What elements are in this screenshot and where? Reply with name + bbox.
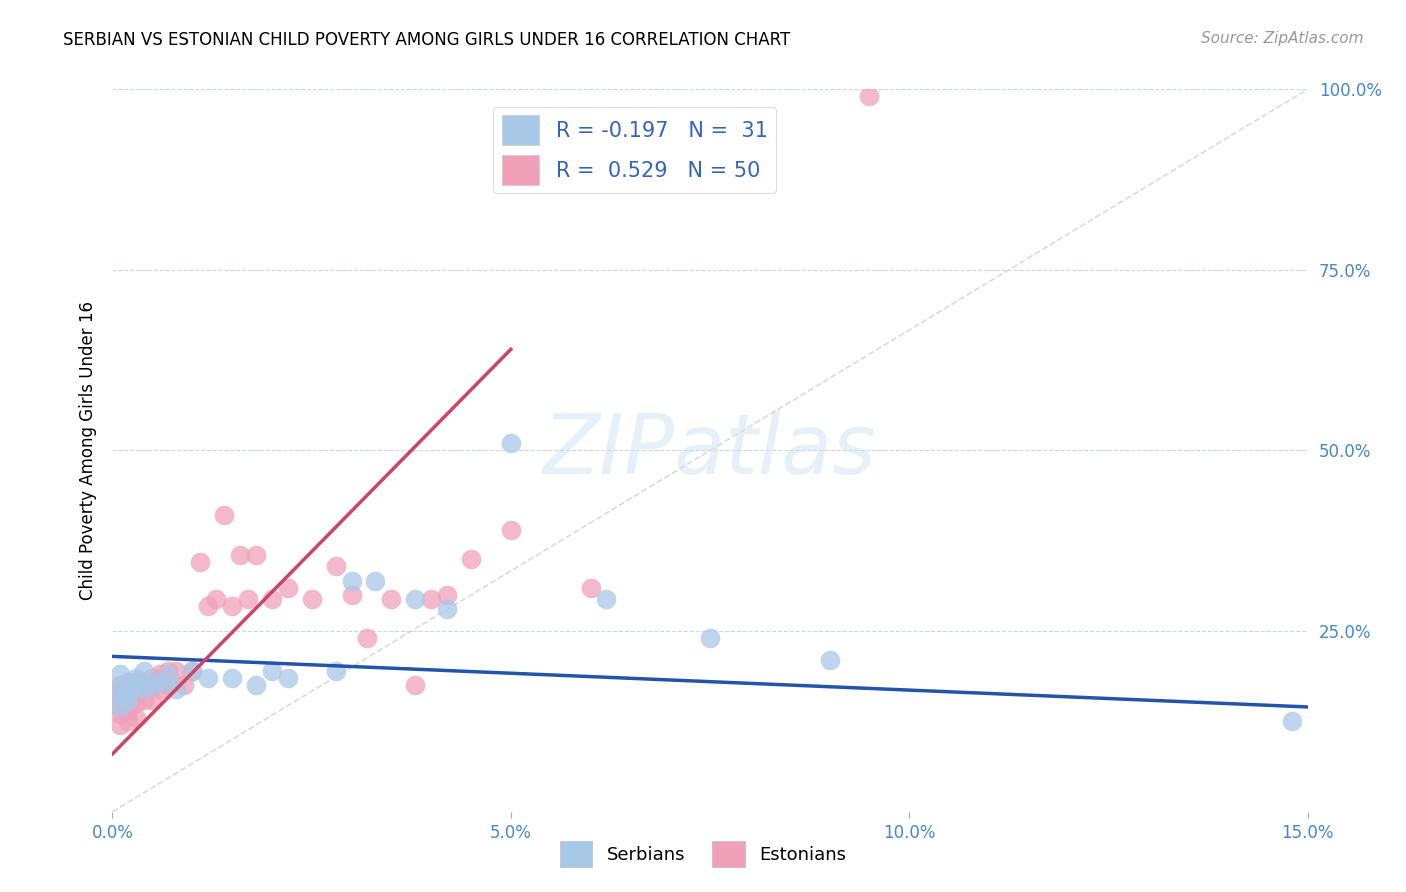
- Point: [117, 704, 139, 718]
- Text: ZIPatlas: ZIPatlas: [543, 410, 877, 491]
- Point: [125, 689, 148, 703]
- Point: [245, 678, 267, 692]
- Point: [134, 692, 156, 706]
- Point: [125, 696, 148, 710]
- Point: [460, 551, 482, 566]
- Point: [205, 591, 228, 606]
- Point: [110, 718, 132, 732]
- Point: [125, 674, 148, 689]
- Point: [404, 591, 426, 606]
- Point: [117, 689, 139, 703]
- Point: [404, 678, 426, 692]
- Point: [325, 559, 347, 574]
- Legend: Serbians, Estonians: Serbians, Estonians: [553, 834, 853, 874]
- Point: [499, 436, 522, 450]
- Point: [245, 548, 267, 562]
- Point: [165, 664, 187, 678]
- Point: [325, 664, 347, 678]
- Point: [110, 678, 132, 692]
- Point: [149, 681, 172, 696]
- Point: [117, 692, 139, 706]
- Point: [110, 667, 132, 681]
- Text: SERBIAN VS ESTONIAN CHILD POVERTY AMONG GIRLS UNDER 16 CORRELATION CHART: SERBIAN VS ESTONIAN CHILD POVERTY AMONG …: [63, 31, 790, 49]
- Point: [236, 591, 259, 606]
- Point: [110, 685, 132, 699]
- Point: [149, 667, 172, 681]
- Point: [340, 574, 363, 588]
- Point: [134, 664, 156, 678]
- Point: [436, 602, 458, 616]
- Point: [125, 678, 148, 692]
- Point: [117, 696, 139, 710]
- Point: [420, 591, 443, 606]
- Point: [125, 681, 148, 696]
- Point: [157, 678, 180, 692]
- Point: [699, 632, 721, 646]
- Point: [110, 707, 132, 722]
- Point: [340, 588, 363, 602]
- Point: [165, 681, 187, 696]
- Point: [110, 689, 132, 703]
- Point: [110, 700, 132, 714]
- Point: [141, 678, 163, 692]
- Point: [134, 678, 156, 692]
- Point: [277, 671, 299, 685]
- Point: [141, 678, 163, 692]
- Point: [149, 674, 172, 689]
- Point: [858, 89, 880, 103]
- Point: [125, 711, 148, 725]
- Point: [181, 664, 204, 678]
- Point: [134, 681, 156, 696]
- Point: [229, 548, 252, 562]
- Point: [197, 671, 219, 685]
- Point: [301, 591, 323, 606]
- Point: [260, 664, 283, 678]
- Point: [1281, 714, 1303, 729]
- Point: [125, 671, 148, 685]
- Point: [380, 591, 402, 606]
- Legend: R = -0.197   N =  31, R =  0.529   N = 50: R = -0.197 N = 31, R = 0.529 N = 50: [494, 107, 776, 193]
- Point: [173, 678, 195, 692]
- Point: [117, 685, 139, 699]
- Point: [141, 671, 163, 685]
- Point: [157, 664, 180, 678]
- Point: [212, 508, 235, 523]
- Text: Source: ZipAtlas.com: Source: ZipAtlas.com: [1201, 31, 1364, 46]
- Point: [110, 700, 132, 714]
- Point: [117, 714, 139, 729]
- Point: [356, 632, 378, 646]
- Point: [818, 653, 841, 667]
- Point: [436, 588, 458, 602]
- Point: [110, 678, 132, 692]
- Point: [117, 674, 139, 689]
- Point: [221, 599, 243, 613]
- Point: [579, 581, 602, 595]
- Y-axis label: Child Poverty Among Girls Under 16: Child Poverty Among Girls Under 16: [79, 301, 97, 600]
- Point: [499, 523, 522, 537]
- Point: [277, 581, 299, 595]
- Point: [188, 556, 211, 570]
- Point: [110, 692, 132, 706]
- Point: [157, 667, 180, 681]
- Point: [141, 692, 163, 706]
- Point: [117, 678, 139, 692]
- Point: [181, 664, 204, 678]
- Point: [364, 574, 387, 588]
- Point: [221, 671, 243, 685]
- Point: [197, 599, 219, 613]
- Point: [595, 591, 617, 606]
- Point: [260, 591, 283, 606]
